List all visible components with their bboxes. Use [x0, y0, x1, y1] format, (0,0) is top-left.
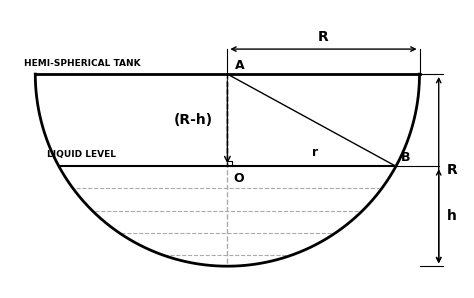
Text: HEMI-SPHERICAL TANK: HEMI-SPHERICAL TANK [24, 59, 140, 68]
Text: O: O [233, 172, 244, 185]
Text: r: r [312, 146, 319, 159]
Text: LIQUID LEVEL: LIQUID LEVEL [47, 150, 116, 159]
Text: (R-h): (R-h) [173, 113, 212, 127]
Text: h: h [447, 209, 456, 223]
Text: R: R [447, 163, 457, 177]
Text: B: B [401, 151, 410, 164]
Text: A: A [235, 59, 245, 72]
Text: R: R [318, 30, 329, 44]
